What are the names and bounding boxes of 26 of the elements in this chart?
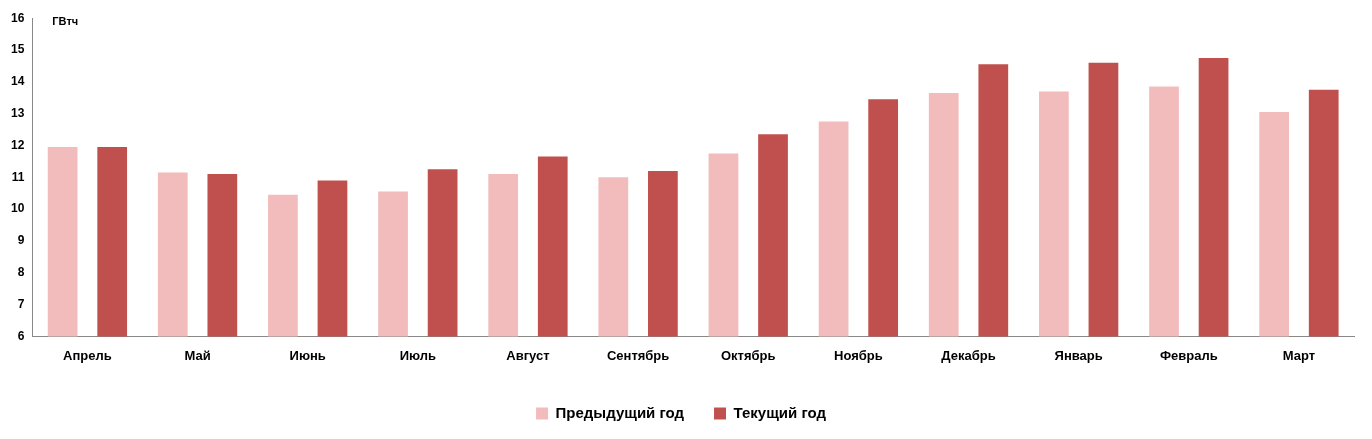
legend-label: Предыдущий год xyxy=(555,403,685,421)
y-tick-label: 10 xyxy=(10,201,25,216)
x-tick-label: Июль xyxy=(399,347,437,363)
y-tick-label: 9 xyxy=(17,233,25,248)
y-tick-label: 11 xyxy=(11,169,25,184)
x-tick-label: Октябрь xyxy=(720,347,776,363)
y-tick-label: 6 xyxy=(17,328,25,343)
y-tick-label: 14 xyxy=(10,74,25,89)
y-tick-label: 8 xyxy=(17,265,25,280)
x-tick-label: Декабрь xyxy=(941,347,996,363)
x-tick-label: Февраль xyxy=(1159,347,1218,363)
x-tick-label: Апрель xyxy=(63,347,112,363)
x-tick-label: Сентябрь xyxy=(606,347,670,363)
x-tick-label: Май xyxy=(184,347,211,363)
y-tick-label: 12 xyxy=(10,137,25,152)
x-tick-label: Январь xyxy=(1054,347,1103,363)
x-tick-label: Ноябрь xyxy=(834,347,883,363)
y-tick-label: 16 xyxy=(10,10,25,25)
x-tick-label: Март xyxy=(1282,347,1316,363)
x-tick-label: Июнь xyxy=(289,347,326,363)
legend-label: Текущий год xyxy=(733,403,827,421)
x-tick-label: Август xyxy=(506,347,550,363)
y-tick-label: 15 xyxy=(10,42,25,57)
y-tick-label: 7 xyxy=(17,296,25,311)
y-tick-label: 13 xyxy=(10,105,25,120)
y-axis-title: ГВтч xyxy=(52,15,79,28)
